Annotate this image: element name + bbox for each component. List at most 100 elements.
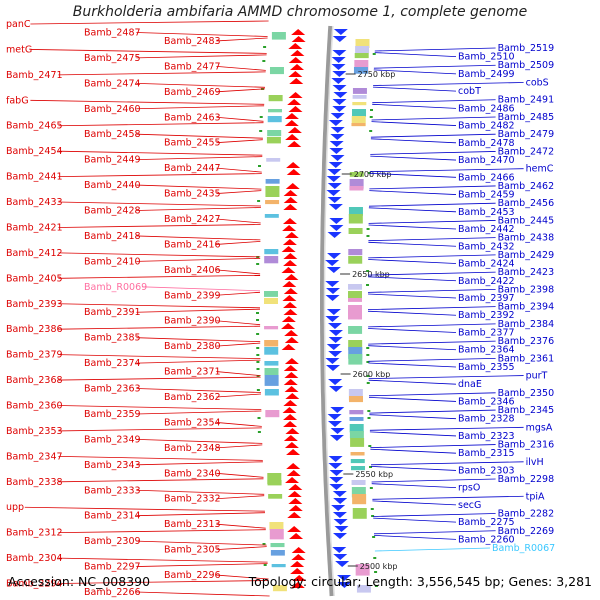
gene-label-right[interactable]: Bamb_2510 bbox=[458, 52, 515, 63]
gene-label-left[interactable]: Bamb_2363 bbox=[84, 384, 141, 395]
gene-label-left[interactable]: Bamb_2380 bbox=[164, 341, 221, 352]
gene-label-left[interactable]: Bamb_2296 bbox=[164, 570, 221, 581]
gene-label-right[interactable]: secG bbox=[458, 500, 481, 511]
gene-label-right[interactable]: dnaE bbox=[458, 379, 482, 390]
gene-label-left[interactable]: Bamb_2454 bbox=[6, 146, 63, 157]
gene-label-right[interactable]: mgsA bbox=[526, 422, 553, 433]
gene-label-left[interactable]: Bamb_2455 bbox=[164, 138, 221, 149]
gene-label-left[interactable]: Bamb_2313 bbox=[164, 519, 221, 530]
gene-label-left[interactable]: Bamb_2371 bbox=[164, 367, 221, 378]
gene-label-left[interactable]: Bamb_2294 bbox=[6, 579, 63, 590]
gene-label-right[interactable]: cobT bbox=[458, 86, 481, 97]
gene-label-left[interactable]: Bamb_2428 bbox=[84, 206, 141, 217]
gene-label-left[interactable]: metG bbox=[6, 44, 32, 55]
gene-label-left[interactable]: Bamb_2421 bbox=[6, 222, 63, 233]
gene-label-left[interactable]: Bamb_R0069 bbox=[84, 282, 147, 293]
gene-label-right[interactable]: Bamb_2478 bbox=[458, 138, 515, 149]
gene-label-left[interactable]: Bamb_2393 bbox=[6, 299, 63, 310]
gene-label-right[interactable]: Bamb_2482 bbox=[458, 121, 515, 132]
gene-label-right[interactable]: Bamb_2459 bbox=[458, 190, 515, 201]
gene-label-right[interactable]: Bamb_2361 bbox=[498, 353, 555, 364]
gene-label-right[interactable]: Bamb_2423 bbox=[498, 267, 555, 278]
gene-label-right[interactable]: Bamb_2509 bbox=[498, 60, 555, 71]
gene-label-right[interactable]: Bamb_2486 bbox=[458, 103, 515, 114]
gene-label-left[interactable]: Bamb_2405 bbox=[6, 273, 63, 284]
gene-label-right[interactable]: Bamb_2392 bbox=[458, 310, 515, 321]
gene-label-left[interactable]: Bamb_2332 bbox=[164, 494, 221, 505]
gene-label-left[interactable]: Bamb_2343 bbox=[84, 460, 141, 471]
gene-label-left[interactable]: Bamb_2447 bbox=[164, 163, 221, 174]
gene-label-right[interactable]: Bamb_2456 bbox=[498, 198, 555, 209]
gene-label-right[interactable]: Bamb_2472 bbox=[498, 146, 555, 157]
gene-label-right[interactable]: Bamb_2429 bbox=[498, 250, 555, 261]
gene-label-left[interactable]: Bamb_2353 bbox=[6, 426, 63, 437]
gene-label-left[interactable]: Bamb_2368 bbox=[6, 375, 63, 386]
gene-label-right[interactable]: Bamb_2432 bbox=[458, 241, 515, 252]
gene-label-left[interactable]: Bamb_2399 bbox=[164, 290, 221, 301]
gene-label-left[interactable]: Bamb_2347 bbox=[6, 451, 63, 462]
gene-label-right[interactable]: Bamb_2479 bbox=[498, 129, 555, 140]
gene-label-right[interactable]: ilvH bbox=[526, 457, 544, 468]
gene-label-left[interactable]: Bamb_2314 bbox=[84, 511, 141, 522]
gene-label-left[interactable]: Bamb_2469 bbox=[164, 87, 221, 98]
gene-label-left[interactable]: Bamb_2312 bbox=[6, 528, 63, 539]
gene-label-right[interactable]: Bamb_2398 bbox=[498, 284, 555, 295]
gene-label-right[interactable]: Bamb_2384 bbox=[498, 319, 555, 330]
gene-label-right[interactable]: Bamb_2298 bbox=[498, 474, 555, 485]
gene-label-left[interactable]: Bamb_2433 bbox=[6, 197, 63, 208]
gene-label-right[interactable]: Bamb_2394 bbox=[498, 302, 555, 313]
gene-label-right[interactable]: Bamb_2453 bbox=[458, 207, 515, 218]
gene-label-left[interactable]: Bamb_2487 bbox=[84, 27, 141, 38]
gene-label-left[interactable]: fabG bbox=[6, 95, 29, 106]
gene-label-left[interactable]: Bamb_2406 bbox=[164, 265, 221, 276]
gene-label-right[interactable]: Bamb_2275 bbox=[458, 517, 515, 528]
gene-label-left[interactable]: Bamb_2338 bbox=[6, 477, 63, 488]
gene-label-left[interactable]: Bamb_2340 bbox=[164, 468, 221, 479]
gene-label-right[interactable]: Bamb_2424 bbox=[458, 259, 515, 270]
gene-label-right[interactable]: Bamb_2470 bbox=[458, 155, 515, 166]
gene-label-right[interactable]: purT bbox=[526, 371, 548, 382]
gene-label-left[interactable]: Bamb_2348 bbox=[164, 443, 221, 454]
gene-label-right[interactable]: Bamb_2438 bbox=[498, 233, 555, 244]
gene-label-left[interactable]: Bamb_2385 bbox=[84, 333, 141, 344]
gene-label-left[interactable]: Bamb_2390 bbox=[164, 316, 221, 327]
gene-label-right[interactable]: Bamb_2346 bbox=[458, 396, 515, 407]
gene-label-left[interactable]: Bamb_2305 bbox=[164, 545, 221, 556]
gene-label-right[interactable]: Bamb_R0067 bbox=[492, 543, 555, 554]
gene-label-right[interactable]: Bamb_2445 bbox=[498, 215, 555, 226]
gene-label-left[interactable]: Bamb_2460 bbox=[84, 104, 141, 115]
gene-label-right[interactable]: Bamb_2397 bbox=[458, 293, 515, 304]
gene-label-right[interactable]: Bamb_2466 bbox=[458, 172, 515, 183]
gene-label-right[interactable]: Bamb_2499 bbox=[458, 69, 515, 80]
gene-label-left[interactable]: Bamb_2354 bbox=[164, 417, 221, 428]
gene-label-left[interactable]: Bamb_2471 bbox=[6, 70, 63, 81]
gene-label-left[interactable]: Bamb_2435 bbox=[164, 189, 221, 200]
gene-label-left[interactable]: Bamb_2266 bbox=[84, 587, 141, 598]
gene-label-left[interactable]: Bamb_2465 bbox=[6, 121, 63, 132]
gene-label-left[interactable]: Bamb_2441 bbox=[6, 172, 63, 183]
gene-label-left[interactable]: Bamb_2391 bbox=[84, 307, 141, 318]
gene-label-right[interactable]: Bamb_2316 bbox=[498, 440, 555, 451]
gene-label-right[interactable]: Bamb_2377 bbox=[458, 327, 515, 338]
gene-label-right[interactable]: Bamb_2485 bbox=[498, 112, 555, 123]
gene-label-right[interactable]: Bamb_2260 bbox=[458, 534, 515, 545]
gene-label-right[interactable]: Bamb_2345 bbox=[498, 405, 555, 416]
gene-label-right[interactable]: cobS bbox=[526, 77, 549, 88]
gene-label-right[interactable]: Bamb_2462 bbox=[498, 181, 555, 192]
gene-label-left[interactable]: Bamb_2362 bbox=[164, 392, 221, 403]
gene-label-left[interactable]: Bamb_2360 bbox=[6, 400, 63, 411]
gene-label-left[interactable]: Bamb_2412 bbox=[6, 248, 63, 259]
gene-label-left[interactable]: Bamb_2483 bbox=[164, 36, 221, 47]
gene-label-left[interactable]: panC bbox=[6, 19, 31, 30]
gene-label-left[interactable]: Bamb_2418 bbox=[84, 231, 141, 242]
gene-label-right[interactable]: Bamb_2269 bbox=[498, 526, 555, 537]
gene-label-left[interactable]: upp bbox=[6, 502, 24, 513]
gene-label-left[interactable]: Bamb_2477 bbox=[164, 61, 221, 72]
gene-label-right[interactable]: hemC bbox=[526, 164, 554, 175]
gene-label-left[interactable]: Bamb_2309 bbox=[84, 536, 141, 547]
gene-label-left[interactable]: Bamb_2349 bbox=[84, 434, 141, 445]
gene-label-left[interactable]: Bamb_2359 bbox=[84, 409, 141, 420]
gene-label-left[interactable]: Bamb_2333 bbox=[84, 485, 141, 496]
gene-label-right[interactable]: Bamb_2323 bbox=[458, 431, 515, 442]
gene-label-left[interactable]: Bamb_2463 bbox=[164, 112, 221, 123]
